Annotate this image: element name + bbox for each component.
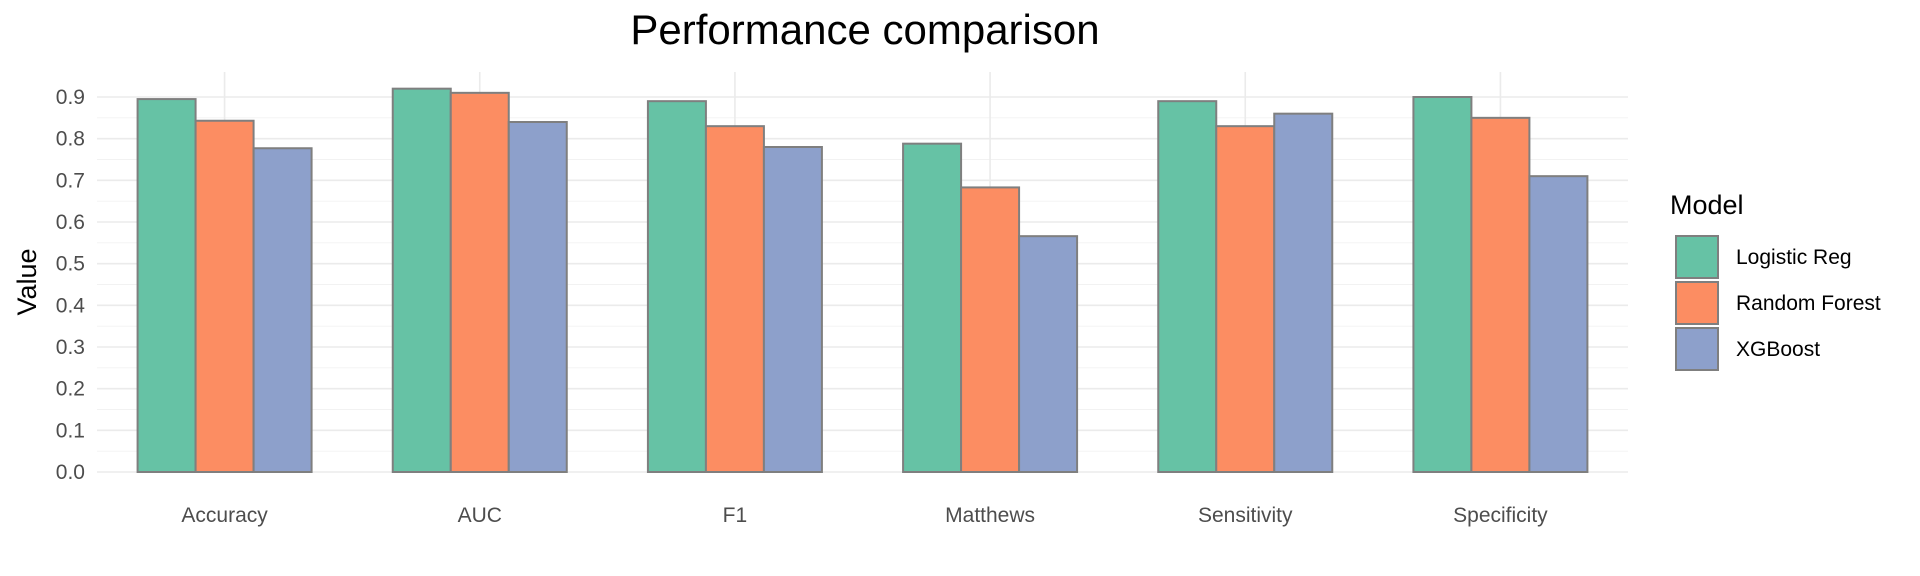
legend-label: Random Forest — [1736, 292, 1881, 315]
y-axis-title: Value — [12, 248, 42, 315]
bar-random-forest-matthews — [960, 186, 1021, 474]
y-tick-label: 0.0 — [56, 461, 85, 484]
y-tick-label: 0.9 — [56, 86, 85, 109]
bar-logistic-reg-sensitivity — [1157, 100, 1218, 474]
x-tick-label: Specificity — [1453, 504, 1548, 527]
bar-xgboost-accuracy — [252, 147, 313, 473]
legend-key-random-forest — [1675, 281, 1719, 325]
y-tick-label: 0.3 — [56, 336, 85, 359]
bar-random-forest-accuracy — [194, 119, 255, 473]
y-tick-label: 0.1 — [56, 419, 85, 442]
bar-random-forest-auc — [449, 91, 510, 473]
chart-title: Performance comparison — [630, 6, 1099, 53]
x-tick-label: Accuracy — [181, 504, 268, 527]
bar-logistic-reg-f1 — [646, 100, 707, 474]
legend-label: Logistic Reg — [1736, 246, 1852, 269]
x-tick-label: Sensitivity — [1198, 504, 1293, 527]
x-axis: Accuracy AUC F1 Matthews Sensitivity Specific… — [181, 504, 1548, 527]
bar-random-forest-sensitivity — [1215, 125, 1276, 474]
legend-key-xgboost — [1675, 327, 1719, 371]
y-tick-label: 0.2 — [56, 378, 85, 401]
legend-key-logistic-reg — [1675, 235, 1719, 279]
y-tick-label: 0.7 — [56, 169, 85, 192]
x-tick-label: Matthews — [945, 504, 1035, 527]
bar-logistic-reg-specificity — [1412, 96, 1473, 473]
bar-logistic-reg-auc — [391, 87, 452, 474]
bars — [136, 87, 1589, 474]
y-tick-label: 0.8 — [56, 128, 85, 151]
legend-label: XGBoost — [1736, 338, 1820, 361]
grid — [97, 72, 1628, 473]
bar-xgboost-auc — [507, 121, 568, 473]
bar-logistic-reg-accuracy — [136, 98, 197, 473]
bar-xgboost-f1 — [762, 146, 823, 473]
legend-title: Model — [1670, 190, 1744, 220]
bar-xgboost-matthews — [1018, 235, 1079, 473]
legend: Model Logistic Reg Random Forest XGBoost — [1670, 190, 1881, 371]
y-tick-label: 0.4 — [56, 294, 86, 317]
x-tick-label: AUC — [458, 504, 502, 527]
bar-random-forest-f1 — [704, 125, 765, 474]
bar-random-forest-specificity — [1470, 116, 1531, 473]
y-tick-label: 0.6 — [56, 211, 85, 234]
y-tick-label: 0.5 — [56, 253, 85, 276]
x-tick-label: F1 — [723, 504, 748, 527]
bar-xgboost-sensitivity — [1273, 112, 1334, 474]
y-axis: 0.0 0.1 0.2 0.3 0.4 0.5 0.6 0.7 0.8 0.9 — [56, 86, 86, 484]
bar-logistic-reg-matthews — [902, 142, 963, 474]
bar-xgboost-specificity — [1528, 175, 1589, 474]
